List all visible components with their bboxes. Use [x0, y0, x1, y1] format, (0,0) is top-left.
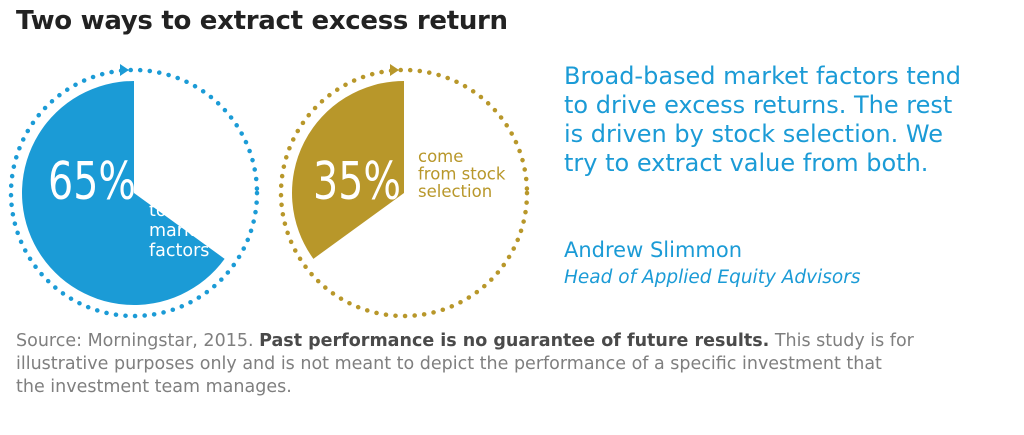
caption-line: to broad — [149, 201, 223, 221]
quote-line: is driven by stock selection. We — [564, 120, 943, 148]
caption-line: of excess — [149, 121, 231, 141]
quote-line: to drive excess returns. The rest — [564, 91, 953, 119]
source-note: Source: Morningstar, 2015. Past performa… — [16, 330, 1016, 399]
pie-slice-35 — [292, 81, 404, 259]
ring-arrow-icon — [390, 64, 399, 76]
ring-arrow-icon — [120, 64, 129, 76]
percent-label: 65% — [48, 152, 136, 212]
caption-line: exposure — [149, 181, 229, 201]
dotted-ring — [278, 67, 530, 319]
caption-line: returns — [149, 141, 212, 161]
caption-line: selection — [418, 182, 492, 201]
quote-line: try to extract value from both. — [564, 149, 929, 177]
caption-line: market — [149, 221, 211, 241]
quote-author-role: Head of Applied Equity Advisors — [564, 267, 861, 288]
pie-slice-65 — [22, 81, 225, 306]
source-prefix: Source: Morningstar, 2015. — [16, 331, 260, 351]
source-disclaimer-bold: Past performance is no guarantee of futu… — [259, 331, 770, 351]
caption-line: come from — [149, 161, 243, 181]
dotted-ring — [8, 67, 260, 319]
percent-label: 35% — [313, 152, 401, 212]
chart-title: Two ways to extract excess return — [16, 6, 508, 36]
caption-line: come — [418, 147, 463, 166]
quote-author: Andrew Slimmon — [564, 238, 743, 262]
source-line-2: illustrative purposes only and is not me… — [16, 354, 882, 374]
source-line-1: Source: Morningstar, 2015. Past performa… — [16, 330, 1016, 353]
quote-line: Broad-based market factors tend — [564, 62, 962, 90]
source-rest: This study is for — [769, 331, 914, 351]
caption-line: factors — [149, 241, 209, 261]
source-line-3: the investment team manages. — [16, 377, 292, 397]
quote-block: Broad-based market factors tend to drive… — [564, 62, 1009, 178]
caption-line: from stock — [418, 165, 506, 184]
